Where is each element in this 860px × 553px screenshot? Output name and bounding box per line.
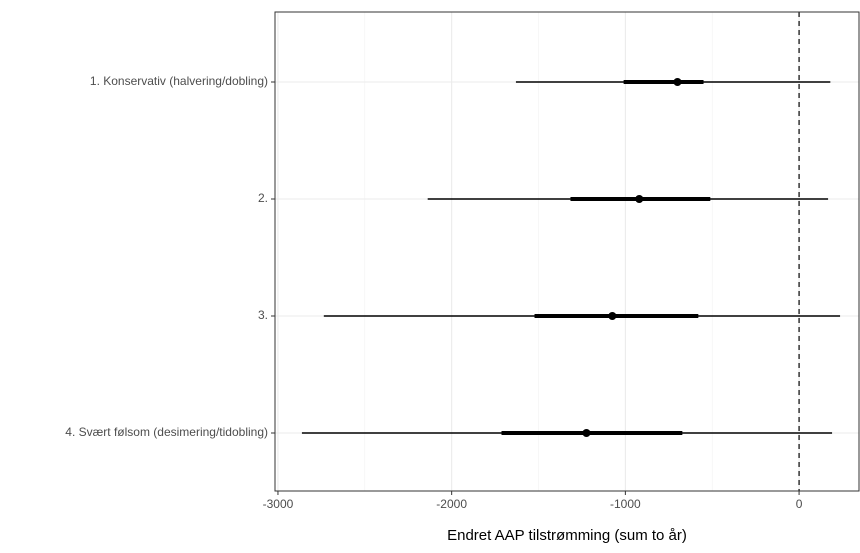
x-axis-title: Endret AAP tilstrømming (sum to år) (447, 527, 687, 544)
point (673, 78, 682, 86)
y-tick-label: 2. (258, 191, 268, 205)
x-tick-label: -3000 (263, 497, 294, 511)
y-tick-label: 4. Svært følsom (desimering/tidobling) (65, 425, 268, 439)
point (582, 429, 591, 437)
panel-border (274, 11, 860, 492)
x-tick-label: 0 (796, 497, 803, 511)
y-tick-label: 1. Konservativ (halvering/dobling) (90, 74, 268, 88)
point (608, 312, 617, 320)
y-tick-label: 3. (258, 308, 268, 322)
point (635, 195, 644, 203)
x-tick-label: -2000 (436, 497, 467, 511)
x-tick-label: -1000 (610, 497, 641, 511)
